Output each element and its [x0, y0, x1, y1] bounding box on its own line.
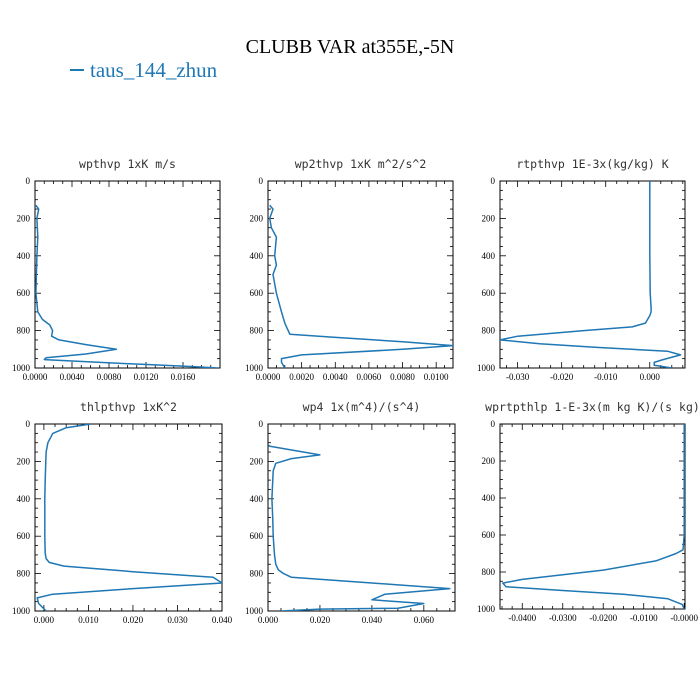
y-tick-label: 400	[250, 251, 264, 261]
x-tick-label: 0.0060	[357, 372, 382, 382]
panel-title: wp2thvp 1xK m^2/s^2	[295, 157, 427, 171]
x-tick-label: -0.0100	[630, 613, 658, 623]
panel-6: wprtpthlp 1-E-3x(m kg K)/(s kg) 0 200 400 60…	[477, 400, 700, 623]
plot-frame	[499, 423, 686, 610]
x-tick-label: -0.0400	[508, 613, 536, 623]
x-tick-label: -0.010	[594, 372, 618, 382]
y-tick-label: 600	[250, 288, 264, 298]
panel-2: wp2thvp 1xK m^2/s^2020040060080010000.00…	[245, 157, 454, 382]
series-line	[268, 444, 451, 611]
y-tick-label: 0	[26, 419, 31, 429]
y-tick-label: 200	[250, 213, 264, 223]
x-tick-label: 0.0040	[60, 372, 85, 382]
plot-frame	[34, 423, 223, 612]
x-tick-label: -0.0300	[549, 613, 577, 623]
x-tick-label: -0.030	[506, 372, 530, 382]
x-tick-label: 0.0040	[323, 372, 348, 382]
series-line	[502, 424, 685, 609]
y-tick-label: 1000	[245, 363, 264, 373]
x-tick-label: -0.0000	[670, 613, 698, 623]
x-tick-label: 0.010	[78, 615, 99, 625]
y-tick-label: 200	[250, 456, 264, 466]
y-tick-label: 200	[482, 456, 496, 466]
x-tick-label: 0.0120	[134, 372, 159, 382]
y-tick-label: 600	[482, 288, 496, 298]
panel-title: wprtpthlp 1-E-3x(m kg K)/(s kg)	[485, 400, 700, 414]
y-tick-label: 800	[250, 326, 264, 336]
series-line	[35, 204, 219, 368]
y-tick-label: 800	[482, 326, 496, 336]
x-tick-label: -0.020	[550, 372, 574, 382]
x-tick-label: 0.020	[123, 615, 144, 625]
legend: taus_144_zhun	[70, 58, 217, 83]
x-tick-label: 0.0160	[171, 372, 196, 382]
x-tick-label: 0.000	[34, 615, 55, 625]
y-tick-label: 0	[259, 419, 264, 429]
y-tick-label: 200	[17, 456, 31, 466]
x-tick-label: 0.000	[640, 372, 661, 382]
y-tick-label: 400	[482, 493, 496, 503]
panel-title: wpthvp 1xK m/s	[79, 157, 176, 171]
y-tick-label: 0	[491, 176, 496, 186]
y-tick-label: 800	[482, 567, 496, 577]
x-tick-label: 0.060	[414, 615, 435, 625]
y-tick-label: 200	[17, 213, 31, 223]
x-tick-label: 0.000	[258, 615, 279, 625]
main-title: CLUBB VAR at355E,-5N	[245, 36, 455, 58]
y-tick-label: 600	[17, 288, 31, 298]
plot-frame	[267, 180, 454, 369]
y-tick-label: 600	[17, 531, 31, 541]
plot-frame	[499, 180, 686, 369]
panel-title: thlpthvp 1xK^2	[80, 400, 177, 414]
y-tick-label: 0	[259, 176, 264, 186]
series-line	[268, 204, 453, 368]
x-tick-label: 0.030	[167, 615, 188, 625]
x-tick-label: 0.0100	[424, 372, 449, 382]
y-tick-label: 400	[17, 494, 31, 504]
series-line	[36, 424, 222, 611]
series-line	[500, 181, 682, 368]
x-tick-label: 0.0000	[256, 372, 281, 382]
y-tick-label: 1000	[477, 604, 496, 614]
y-tick-label: 400	[482, 251, 496, 261]
legend-label: taus_144_zhun	[90, 58, 218, 82]
y-tick-label: 0	[491, 419, 496, 429]
y-tick-label: 600	[250, 531, 264, 541]
x-tick-label: 0.020	[310, 615, 331, 625]
legend-line-swatch	[70, 69, 84, 72]
y-tick-label: 800	[250, 569, 264, 579]
x-tick-label: 0.040	[362, 615, 383, 625]
x-tick-label: 0.0020	[289, 372, 314, 382]
x-tick-label: 0.0000	[23, 372, 48, 382]
y-tick-label: 600	[482, 530, 496, 540]
x-tick-label: -0.0200	[589, 613, 617, 623]
panel-3: rtpthvp 1E-3x(kg/kg) K02004006008001000-…	[477, 157, 686, 382]
y-tick-label: 800	[17, 569, 31, 579]
y-tick-label: 1000	[477, 363, 496, 373]
y-tick-label: 400	[250, 494, 264, 504]
panel-title: wp4 1x(m^4)/(s^4)	[303, 400, 421, 414]
y-tick-label: 800	[17, 326, 31, 336]
panel-title: rtpthvp 1E-3x(kg/kg) K	[516, 157, 668, 171]
x-tick-label: 0.0080	[97, 372, 122, 382]
y-tick-label: 200	[482, 213, 496, 223]
x-tick-label: 0.040	[212, 615, 233, 625]
y-tick-label: 400	[17, 251, 31, 261]
y-tick-label: 1000	[12, 363, 31, 373]
x-tick-label: 0.0080	[390, 372, 415, 382]
y-tick-label: 0	[26, 176, 31, 186]
y-tick-label: 1000	[245, 606, 264, 616]
y-tick-label: 1000	[12, 606, 31, 616]
